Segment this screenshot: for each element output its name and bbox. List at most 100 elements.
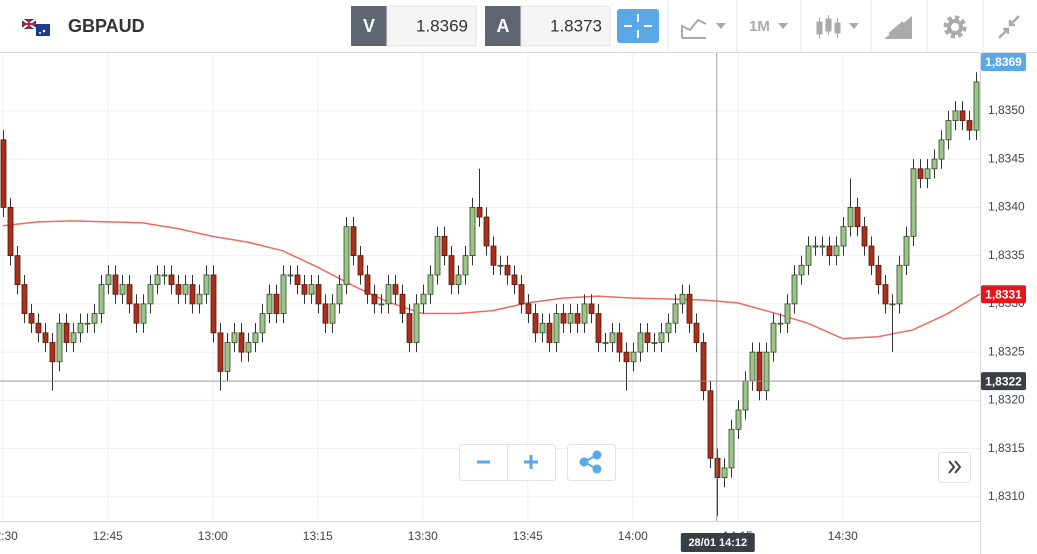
candle-body — [567, 313, 574, 324]
candle — [56, 313, 63, 372]
share-button[interactable] — [567, 444, 616, 481]
candle-body — [315, 284, 322, 305]
candle-body — [287, 274, 294, 277]
chart-type-button[interactable] — [681, 18, 726, 39]
bid-box[interactable] — [386, 5, 477, 47]
candle — [945, 110, 952, 150]
ask-box[interactable] — [520, 5, 611, 47]
candle-body — [952, 110, 959, 121]
candle — [252, 323, 259, 353]
x-tick-label: 13:45 — [513, 529, 543, 543]
candle — [532, 303, 539, 343]
candle — [259, 303, 266, 343]
candle-body — [427, 274, 434, 295]
candle — [175, 274, 182, 304]
plot — [0, 72, 980, 517]
candle — [77, 313, 84, 343]
candle — [98, 274, 105, 324]
candle — [217, 323, 224, 391]
candle-body — [931, 158, 938, 170]
candle-body — [84, 322, 91, 325]
candle-type-button[interactable] — [816, 15, 859, 39]
candle-body — [147, 284, 154, 305]
candle — [343, 217, 350, 295]
candle — [595, 303, 602, 353]
candle-body — [644, 332, 651, 343]
ask-price[interactable]: 1.8373 — [550, 16, 602, 35]
timeframe[interactable]: 1M — [749, 18, 770, 35]
candle-body — [525, 303, 532, 314]
candle — [651, 332, 658, 353]
candle-body — [553, 313, 560, 343]
candle — [819, 236, 826, 256]
candle-body — [91, 313, 98, 324]
candle — [910, 159, 917, 246]
candle-body — [959, 110, 966, 121]
candle — [756, 342, 763, 401]
candle — [826, 236, 833, 266]
candle — [462, 245, 469, 285]
candle-body — [266, 293, 273, 314]
symbol: GBPAUD — [68, 16, 145, 36]
candle — [448, 245, 455, 295]
candle-body — [819, 245, 826, 248]
candle — [847, 178, 854, 237]
candle — [665, 313, 672, 343]
settings-button[interactable] — [943, 15, 967, 39]
candle-body — [154, 274, 161, 285]
candle-body — [455, 274, 462, 285]
crosshair-button[interactable] — [617, 9, 659, 43]
candle — [602, 332, 609, 353]
bid-price[interactable]: 1.8369 — [416, 16, 468, 35]
candle-body — [854, 206, 861, 228]
ask-tag[interactable] — [485, 6, 521, 46]
candle — [672, 294, 679, 333]
collapse-button[interactable] — [998, 15, 1020, 39]
candle-body — [847, 206, 854, 228]
candle-body — [245, 342, 252, 353]
candle — [14, 245, 21, 295]
candle — [588, 294, 595, 324]
zoom-in[interactable] — [524, 455, 538, 469]
ask-label[interactable]: A — [497, 16, 510, 36]
bid-tag[interactable] — [351, 6, 387, 46]
candle-body — [70, 332, 77, 343]
candle — [266, 284, 273, 324]
candle — [882, 274, 889, 314]
candle — [770, 313, 777, 362]
candle-body — [161, 274, 168, 277]
candle-body — [616, 332, 623, 353]
timeframe-arrow[interactable] — [778, 23, 788, 29]
candle — [644, 323, 651, 353]
candle — [308, 274, 315, 304]
candle — [700, 332, 707, 401]
candle — [385, 274, 392, 314]
candle — [875, 255, 882, 295]
candle — [553, 303, 560, 353]
candle-body — [973, 81, 980, 131]
candle-body — [0, 139, 7, 208]
candle-body — [469, 206, 476, 257]
candle-body — [672, 303, 679, 324]
candle-body — [896, 264, 903, 305]
candle — [273, 284, 280, 324]
toolbar: GBPAUD V 1.8369 A 1.8373 1M — [0, 0, 1037, 53]
candle — [133, 294, 140, 333]
bid-label[interactable]: V — [363, 16, 375, 36]
candle-body — [378, 303, 385, 306]
candle-body — [756, 351, 763, 392]
y-tick-label: 1,8345 — [988, 151, 1025, 165]
price-tag-label: 1,8331 — [985, 287, 1022, 301]
candle — [728, 419, 735, 478]
candle-body — [581, 303, 588, 324]
candle-body — [224, 342, 231, 372]
candle — [735, 400, 742, 439]
candle — [364, 265, 371, 304]
candle — [938, 130, 945, 169]
candle-body — [210, 274, 217, 334]
candle — [455, 265, 462, 295]
draw-button[interactable] — [884, 15, 912, 39]
candle — [336, 274, 343, 314]
candle — [623, 342, 630, 391]
